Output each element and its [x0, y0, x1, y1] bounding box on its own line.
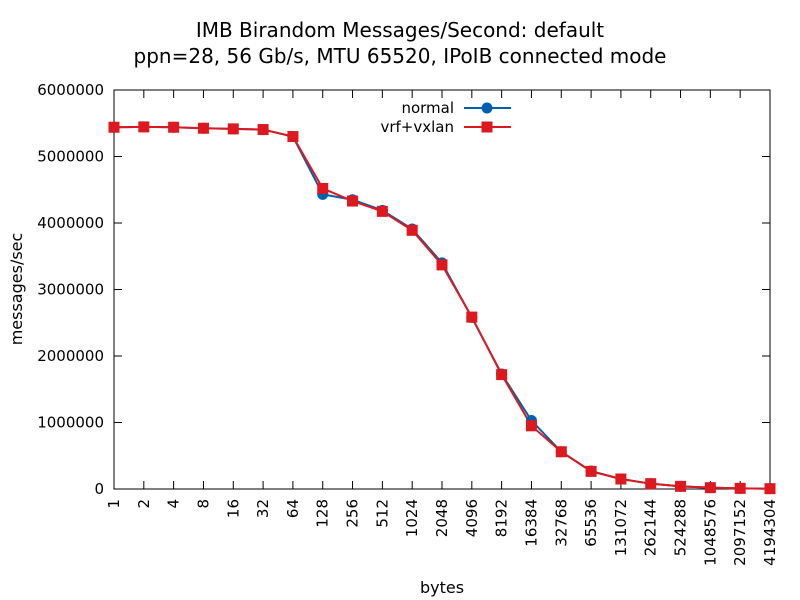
x-tick-label: 16	[224, 499, 242, 518]
x-tick-label: 8	[194, 499, 212, 509]
x-tick-label: 65536	[582, 499, 600, 547]
data-point-1-21	[734, 482, 746, 494]
x-tick-label: 4096	[463, 499, 481, 537]
x-tick-label: 1024	[403, 499, 421, 537]
data-point-1-14	[525, 420, 537, 432]
data-point-1-2	[168, 121, 180, 133]
x-axis-label: bytes	[420, 578, 464, 597]
data-point-1-20	[704, 482, 716, 494]
y-tick-label: 2000000	[37, 347, 104, 365]
y-tick-label: 3000000	[37, 281, 104, 299]
data-point-1-8	[347, 195, 359, 207]
series-line-1	[113, 125, 771, 490]
data-point-1-7	[317, 182, 329, 194]
series-lines	[113, 125, 771, 490]
x-tick-label: 4	[165, 499, 183, 509]
x-tick-label: 4194304	[761, 499, 779, 566]
data-point-1-22	[764, 483, 776, 495]
data-point-1-3	[197, 122, 209, 134]
legend-label: vrf+vxlan	[380, 118, 454, 136]
y-axis-label: messages/sec	[7, 233, 26, 346]
x-tick-label: 2097152	[731, 499, 749, 566]
data-point-1-4	[227, 123, 239, 135]
x-tick-label: 32	[254, 499, 272, 518]
data-point-1-18	[645, 478, 657, 490]
data-point-1-6	[287, 131, 299, 143]
y-tick-label: 0	[94, 480, 104, 498]
x-tick-label: 8192	[493, 499, 511, 537]
legend-marker	[481, 102, 493, 114]
data-point-1-16	[585, 465, 597, 477]
data-point-1-13	[496, 369, 508, 381]
data-point-1-12	[466, 311, 478, 323]
data-point-1-11	[436, 259, 448, 271]
chart-title: IMB Birandom Messages/Second: default	[195, 18, 605, 42]
y-tick-label: 1000000	[37, 414, 104, 432]
data-point-1-17	[615, 473, 627, 485]
legend-label: normal	[401, 99, 454, 117]
x-tick-label: 2048	[433, 499, 451, 537]
x-tick-label: 32768	[552, 499, 570, 547]
data-point-1-5	[257, 124, 269, 136]
series-line-0	[113, 125, 771, 490]
data-point-1-15	[555, 446, 567, 458]
data-point-1-10	[406, 224, 418, 236]
y-tick-label: 6000000	[37, 81, 104, 99]
x-tick-label: 524288	[672, 499, 690, 556]
plot-area-border	[113, 89, 771, 490]
y-tick-label: 4000000	[37, 214, 104, 232]
x-tick-label: 1	[105, 499, 123, 509]
series-markers	[108, 121, 776, 495]
x-tick-label: 512	[373, 499, 391, 528]
x-tick-label: 1048576	[701, 499, 719, 566]
x-tick-label: 128	[314, 499, 332, 528]
data-point-1-19	[675, 480, 687, 492]
data-point-1-1	[138, 121, 150, 133]
x-tick-label: 131072	[612, 499, 630, 556]
chart-subtitle: ppn=28, 56 Gb/s, MTU 65520, IPoIB connec…	[133, 44, 667, 68]
x-tick-label: 64	[284, 499, 302, 518]
data-point-1-0	[108, 121, 120, 133]
x-tick-label: 262144	[642, 499, 660, 556]
data-point-1-9	[376, 205, 388, 217]
x-tick-label: 2	[135, 499, 153, 509]
y-tick-label: 5000000	[37, 148, 104, 166]
axes: 0 1000000 2000000 3000000 4000000 5000000 6000…	[37, 81, 779, 566]
x-tick-label: 16384	[522, 499, 540, 547]
x-tick-label: 256	[344, 499, 362, 528]
legend-marker	[481, 121, 493, 133]
